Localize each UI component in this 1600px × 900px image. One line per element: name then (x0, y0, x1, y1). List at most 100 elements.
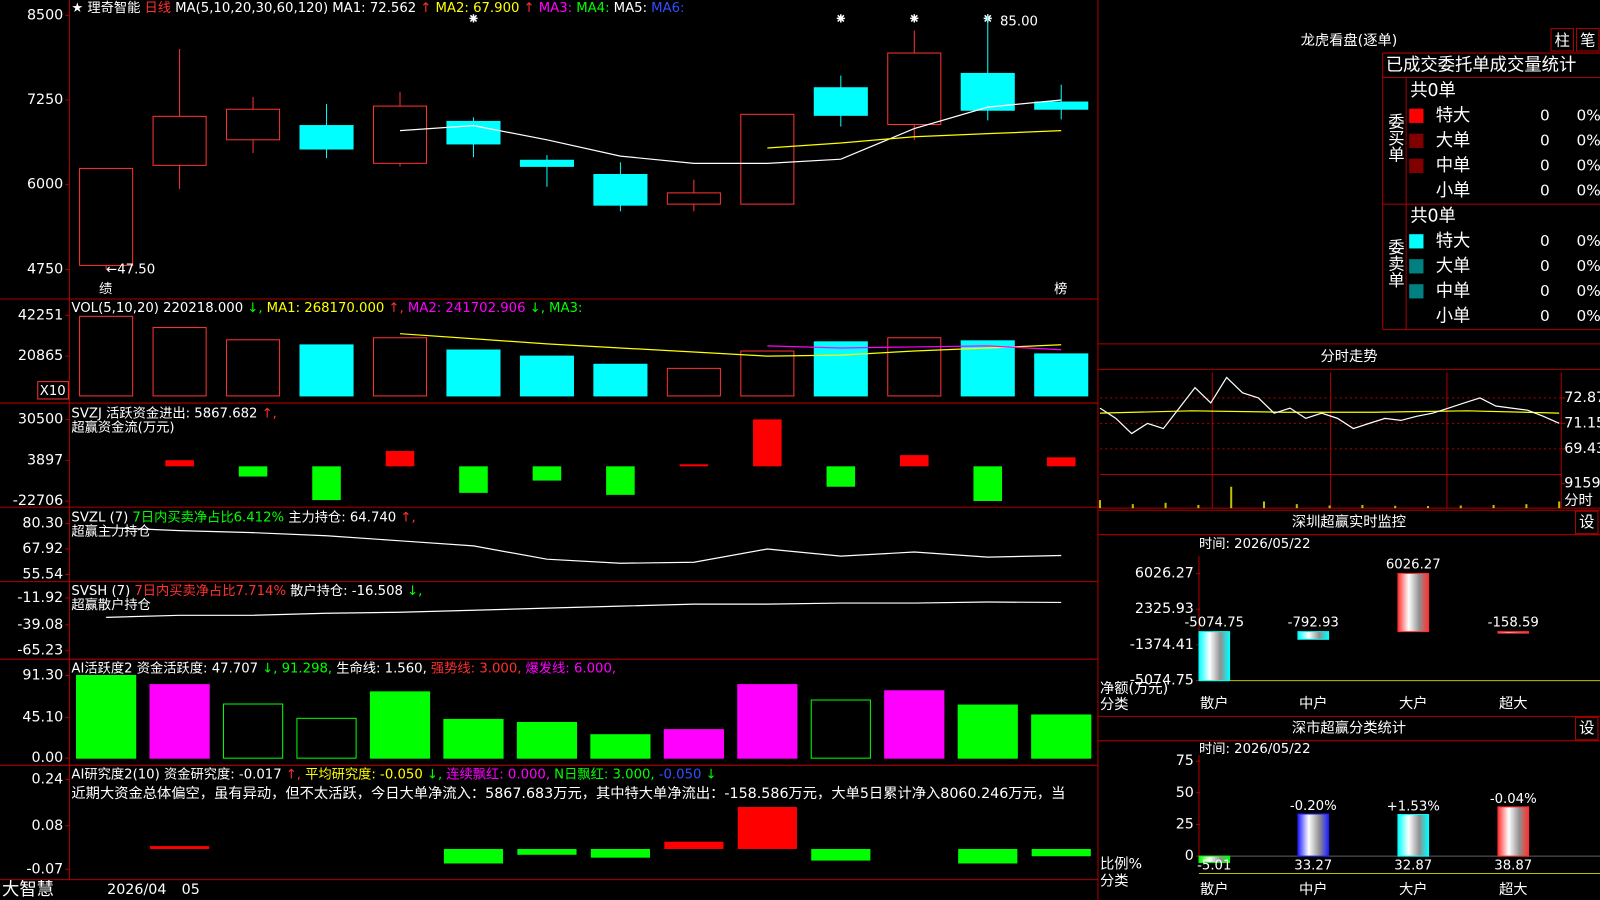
row-count: 0 (1540, 181, 1550, 199)
header-segment: ↑ (524, 1, 535, 16)
price-line (1099, 376, 1560, 435)
y-tick-label: 0.08 (31, 818, 63, 834)
panel-subtitle: 超赢主力持仓 (71, 523, 151, 540)
volume-bar (446, 349, 501, 397)
panel-subtitle: 已成交委托单成交量统计 (1386, 55, 1577, 75)
group-total: 共0单 (1410, 81, 1456, 101)
star-marker (910, 14, 919, 23)
y-tick-label: 71.15 (1564, 415, 1600, 431)
activity-bar (222, 703, 284, 759)
row-name: 小单 (1436, 306, 1471, 326)
y-tick-label: 4750 (27, 261, 63, 277)
button-frame[interactable] (1550, 28, 1574, 52)
y-tick-label: -65.23 (17, 643, 63, 659)
volume-bar (1098, 500, 1102, 509)
y-tick-label: 0.24 (31, 771, 63, 787)
candle-body (226, 108, 281, 141)
value-label: -5074.75 (1184, 615, 1244, 630)
x-tick-label: 散户 (1200, 881, 1229, 898)
panel-title: 龙虎看盘(逐单) (1301, 31, 1398, 49)
volume-bar (960, 340, 1015, 397)
header-segment: MA3: (549, 301, 582, 316)
button[interactable]: 设 (1579, 719, 1594, 737)
header-segment: MA6: (651, 1, 684, 16)
axis-label: 分类 (1100, 696, 1129, 713)
header-segment: MA1: 268170.000 (267, 301, 385, 316)
position-line (106, 601, 1062, 618)
row-name: 中单 (1436, 281, 1471, 301)
y-tick-label: 8500 (27, 7, 63, 23)
button-frame[interactable] (1575, 510, 1599, 535)
bar (737, 806, 797, 849)
position-line (106, 526, 1062, 564)
row-pct: 0% (1577, 181, 1600, 199)
header-segment: MA(5,10,20,30,60,120) (175, 1, 328, 16)
panel-subtitle: 超赢资金流(万元) (71, 419, 174, 436)
header-segment: N日飘红: 3.000, (554, 766, 654, 782)
y-tick-label: 42251 (18, 307, 63, 323)
unit-tag-box (37, 381, 69, 400)
header-segment: 平均研究度: -0.050 (305, 766, 423, 782)
candle-body (372, 105, 428, 164)
button[interactable]: 笔 (1580, 31, 1595, 49)
y-tick-label: -22706 (13, 493, 64, 509)
button-frame[interactable] (1576, 28, 1600, 52)
tag: 绩 (99, 281, 112, 297)
candle-body (519, 159, 574, 167)
time-label: 时间: 2026/05/22 (1199, 536, 1311, 552)
panel-header: SVZL (7) 7日内买卖净占比6.412% 主力持仓: 64.740 ↑, (71, 509, 415, 525)
header-segment: ↓, (262, 661, 277, 676)
button[interactable]: 设 (1579, 513, 1594, 531)
candle-body (593, 174, 648, 206)
time-label: 时间: 2026/05/22 (1199, 741, 1311, 757)
bar (238, 466, 268, 477)
row-name: 特大 (1436, 106, 1471, 126)
candle-body (299, 125, 354, 150)
row-count: 0 (1540, 282, 1550, 300)
header-segment: 7日内买卖净占比6.412% (132, 509, 284, 525)
header-segment: ↑, (286, 767, 301, 782)
panel-header: ★ 理奇智能 日线 MA(5,10,20,30,60,120) MA1: 72.562 ↑… (71, 0, 684, 16)
legend-swatch (1409, 284, 1424, 299)
x-tick-label: 大户 (1399, 881, 1428, 898)
activity-bar (296, 717, 357, 759)
value-label: 38.87 (1494, 858, 1532, 873)
bar (443, 848, 504, 864)
y-tick-label: 69.43 (1564, 441, 1600, 457)
y-tick-label: -0.07 (26, 861, 63, 877)
button[interactable]: 柱 (1555, 31, 1570, 49)
candle-body (813, 87, 868, 116)
date-label: 05 (182, 882, 200, 898)
panel-title: 深圳超赢实时监控 (1292, 513, 1406, 530)
volume-bar (1262, 501, 1266, 509)
bar (753, 419, 782, 467)
row-pct: 0% (1577, 307, 1600, 325)
low-label: ←47.50 (106, 262, 155, 277)
bar (459, 466, 488, 493)
x-tick-label: 中户 (1299, 881, 1328, 898)
volume-bar (299, 344, 354, 397)
activity-bar (1031, 714, 1092, 759)
y-tick-label: 72.87 (1564, 390, 1600, 406)
header-segment: 强势线: 3.000, (431, 660, 522, 676)
volume-bar (79, 315, 134, 397)
axis-label: 比例% (1100, 855, 1142, 872)
bar (1198, 855, 1231, 863)
unit-tag: X10 (40, 384, 66, 399)
bar (679, 464, 709, 467)
value-label: 6026.27 (1386, 557, 1441, 572)
volume-bar (1295, 504, 1298, 509)
row-name: 中单 (1436, 156, 1471, 176)
header-segment: 连续飘红: 0.000, (446, 766, 550, 782)
ma-line (399, 99, 1062, 164)
row-pct: 0% (1577, 131, 1600, 149)
row-name: 小单 (1436, 181, 1471, 201)
button-frame[interactable] (1575, 716, 1599, 741)
header-segment: SVSH (7) (71, 584, 130, 599)
app-name: 大智慧 (2, 880, 54, 900)
volume-bar (1492, 504, 1495, 509)
y-tick-label: 0 (1185, 848, 1194, 864)
panel-header: AI研究度2(10) 资金研究度: -0.017 ↑, 平均研究度: -0.050 ↓… (71, 766, 716, 782)
value-label: -5.01 (1197, 858, 1231, 873)
